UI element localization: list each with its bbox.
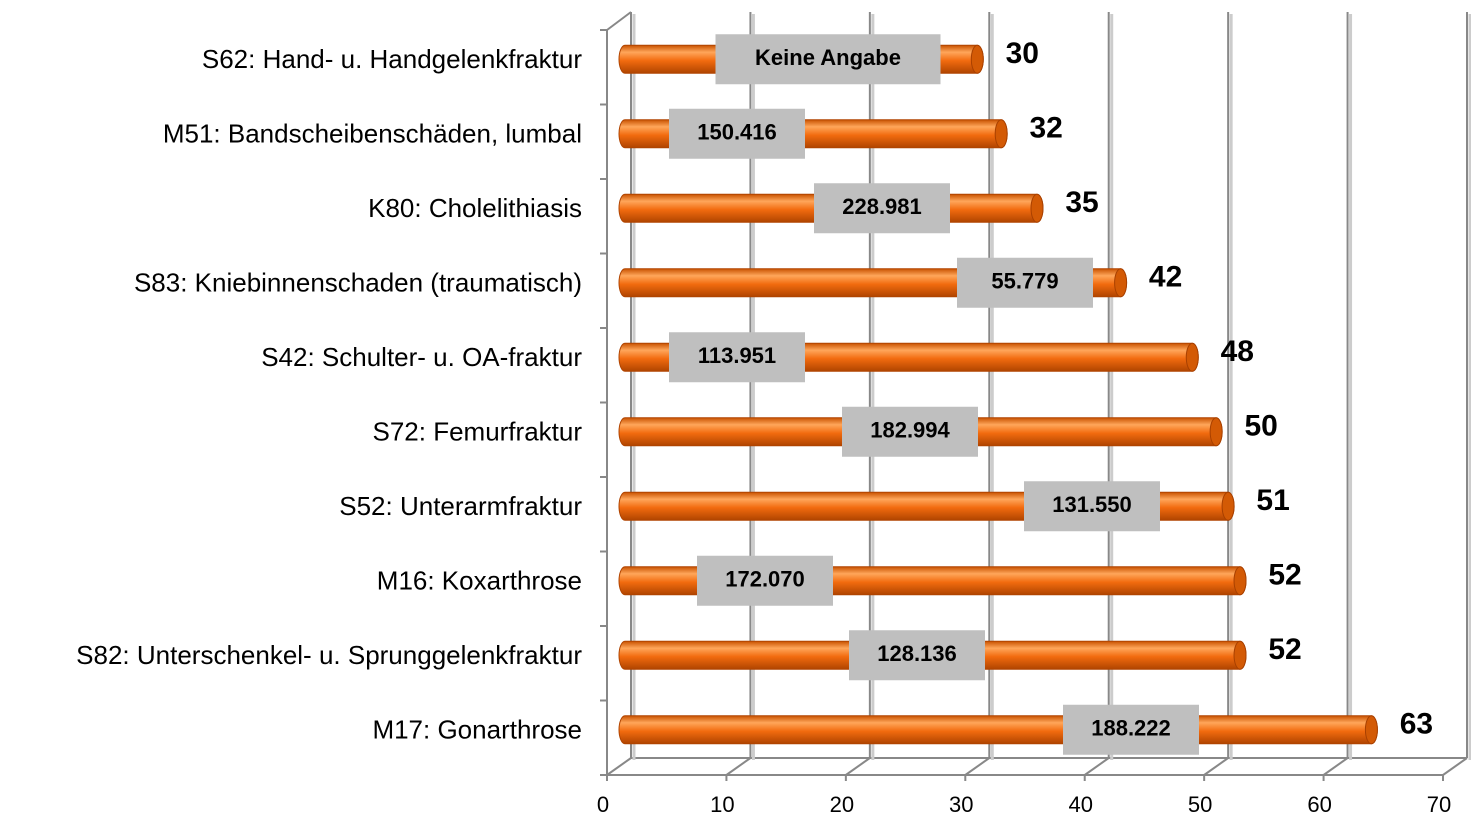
floor-line [1203, 757, 1229, 776]
y-tick-label: M17: Gonarthrose [372, 715, 582, 745]
floor-line [1442, 757, 1468, 776]
annotation-box [957, 257, 1093, 308]
y-tick-label: S82: Unterschenkel- u. Sprunggelenkfrakt… [76, 640, 582, 670]
annotation-box [715, 34, 941, 85]
bar-cap [994, 119, 1008, 149]
value-label: 52 [1268, 559, 1301, 592]
annotation-box [814, 183, 950, 234]
y-tick-label: S83: Kniebinnenschaden (traumatisch) [134, 268, 582, 298]
annotation: 172.070 [725, 567, 805, 592]
x-tick-label: 40 [1068, 792, 1092, 817]
value-label: 32 [1029, 112, 1062, 145]
y-tick-label: K80: Cholelithiasis [368, 193, 582, 223]
floor-line [1322, 757, 1349, 776]
annotation: 113.951 [698, 343, 776, 368]
value-label: 35 [1065, 186, 1098, 219]
x-tick-label: 0 [597, 792, 609, 817]
floor-line [1084, 757, 1110, 776]
x-tick-label: 20 [830, 792, 854, 817]
bar-cap [1209, 417, 1223, 447]
y-tick-label: S52: Unterarmfraktur [339, 491, 582, 521]
annotation-box [849, 630, 985, 681]
annotation-box [669, 332, 805, 383]
y-tick-label: S42: Schulter- u. OA-fraktur [261, 342, 582, 372]
annotation: Keine Angabe [755, 45, 901, 70]
value-label: 51 [1256, 484, 1289, 517]
bar-cap [1114, 268, 1128, 298]
value-label: 52 [1268, 633, 1301, 666]
annotation-box [669, 108, 805, 159]
y-tick-label: M16: Koxarthrose [377, 566, 582, 596]
floor-line [725, 757, 752, 776]
bar-cap [1030, 193, 1044, 223]
bar-cap [1221, 491, 1235, 521]
bar-cap [1233, 566, 1247, 596]
annotation: 182.994 [870, 418, 950, 443]
y-axis-top [606, 11, 632, 31]
bar-cap [1185, 342, 1199, 372]
bar-cap [970, 44, 984, 74]
floor-line [845, 757, 871, 776]
bar-cap [1233, 640, 1247, 670]
y-tick-label: S72: Femurfraktur [372, 417, 582, 447]
y-tick-label: M51: Bandscheibenschäden, lumbal [163, 119, 582, 149]
bars: Keine Angabe 150.416 228.981 55.779 113.951 1… [618, 34, 1378, 755]
annotation-box [697, 555, 833, 606]
y-tick-label: S62: Hand- u. Handgelenkfraktur [202, 44, 582, 74]
x-tick-label: 60 [1307, 792, 1331, 817]
x-tick-label: 50 [1188, 792, 1212, 817]
annotation: 128.136 [877, 641, 957, 666]
value-label: 42 [1149, 261, 1182, 294]
x-tick-label: 30 [949, 792, 973, 817]
value-label: 63 [1400, 708, 1433, 741]
annotation: 188.222 [1091, 716, 1171, 741]
annotation: 131.550 [1052, 492, 1132, 517]
x-tick-label: 70 [1427, 792, 1451, 817]
floor-line [606, 757, 632, 776]
value-label: 48 [1221, 335, 1254, 368]
x-tick-label: 10 [710, 792, 734, 817]
value-label: 50 [1244, 410, 1277, 443]
annotation: 55.779 [991, 269, 1058, 294]
annotation-box [1024, 481, 1160, 532]
annotation: 150.416 [697, 120, 777, 145]
value-label: 30 [1006, 37, 1039, 70]
annotation-box [842, 406, 978, 457]
floor-line [964, 757, 990, 776]
bar-cap [1364, 715, 1378, 745]
annotation: 228.981 [842, 194, 922, 219]
bar [618, 715, 1378, 745]
annotation-box [1063, 704, 1199, 755]
